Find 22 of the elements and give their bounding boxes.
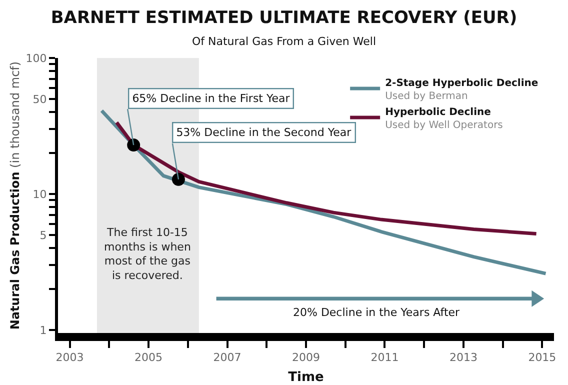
band-label: The first 10-15 months is when most of the gas is recovered. [104, 226, 191, 282]
x-tick-label: 2015 [528, 351, 556, 364]
x-tick-label: 2013 [449, 351, 478, 364]
x-tick-label: 2005 [134, 351, 163, 364]
y-tick-label: 1 [40, 324, 47, 337]
y-tick-label: 10 [32, 188, 47, 201]
y-tick-label: 100 [26, 52, 47, 65]
chart-subtitle: Of Natural Gas From a Given Well [192, 35, 376, 48]
x-tick-label: 2003 [56, 351, 84, 364]
x-tick-label: 2009 [292, 351, 320, 364]
y-axis-title: Natural Gas Production (in thousand mcf) [8, 61, 22, 330]
x-tick-label: 2011 [370, 351, 399, 364]
x-axis-title: Time [288, 370, 324, 385]
chart-title: BARNETT ESTIMATED ULTIMATE RECOVERY (EUR) [50, 8, 518, 28]
y-tick-label: 50 [32, 92, 47, 106]
annotation: 20% Decline in the Years After [293, 306, 460, 319]
annotation: 53% Decline in the Second Year [176, 126, 352, 140]
y-tick-label: 5 [40, 228, 47, 242]
legend-label: 2-Stage Hyperbolic Decline Used by Berman [385, 78, 538, 102]
annotation: 65% Decline in the First Year [132, 92, 290, 106]
x-tick-label: 2007 [213, 351, 242, 364]
legend-label: Hyperbolic Decline Used by Well Operators [385, 106, 503, 131]
